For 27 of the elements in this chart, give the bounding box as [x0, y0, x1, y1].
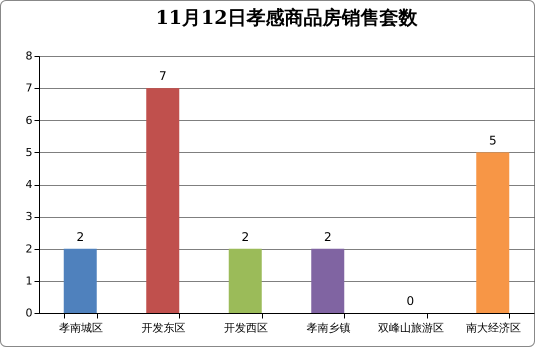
bar	[228, 248, 262, 313]
y-tick-label: 7	[26, 82, 32, 95]
y-tick-label: 1	[26, 274, 32, 288]
x-tick-label: 孝南乡镇	[306, 322, 350, 334]
y-tick-label: 8	[26, 50, 32, 62]
data-label: 2	[324, 230, 332, 244]
bar	[146, 88, 180, 313]
x-tick-label: 孝南城区	[58, 322, 103, 334]
data-label: 0	[406, 294, 414, 308]
x-tick-label: 南大经济区	[466, 322, 521, 334]
bar	[311, 248, 344, 313]
x-tick-label: 开发东区	[141, 322, 186, 334]
x-tick-label: 开发西区	[224, 322, 268, 334]
data-label: 2	[76, 230, 84, 244]
bar	[64, 248, 97, 313]
y-tick-label: 5	[26, 146, 32, 159]
y-tick-label: 6	[26, 114, 32, 127]
chart-title: 11月12日孝感商品房销售套数	[156, 7, 418, 29]
y-tick-label: 4	[26, 178, 32, 191]
data-label: 2	[241, 230, 250, 244]
data-label: 7	[158, 69, 167, 84]
y-tick-label: 0	[26, 306, 32, 320]
y-tick-label: 3	[26, 210, 32, 224]
y-tick-label: 2	[26, 242, 32, 256]
bar	[476, 152, 510, 313]
data-label: 5	[488, 133, 497, 148]
x-tick-label: 双峰山旅游区	[378, 322, 444, 334]
